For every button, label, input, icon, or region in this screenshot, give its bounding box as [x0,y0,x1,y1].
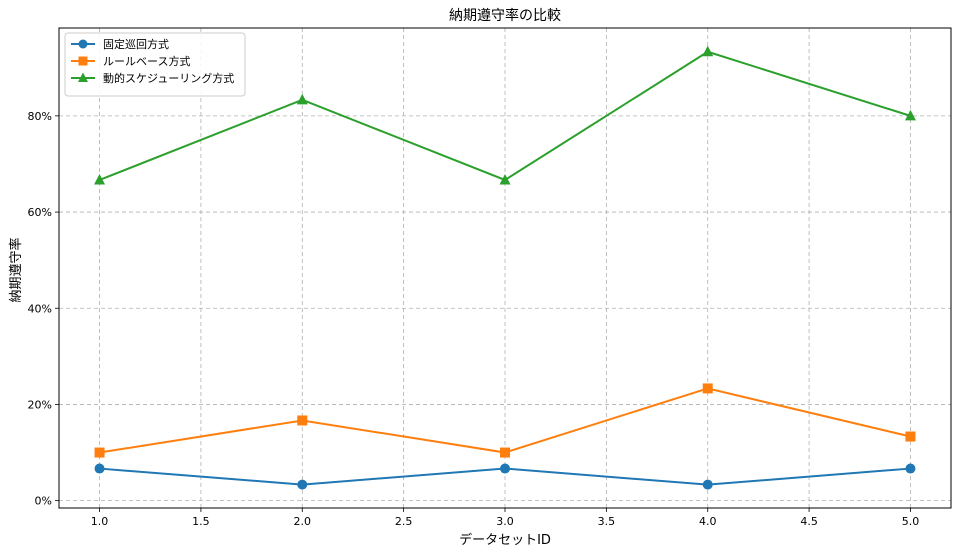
y-axis-label: 納期遵守率 [8,237,24,302]
data-point [702,45,714,57]
x-axis-label: データセットID [459,532,551,548]
data-point [94,463,105,474]
data-point [297,415,308,426]
x-tick-label: 2.5 [395,515,413,528]
data-point [94,447,105,458]
legend-label: ルールベース方式 [103,54,190,68]
data-point [500,447,510,458]
data-point [702,383,713,394]
data-point [499,173,511,185]
y-tick-label: 80% [28,110,52,123]
legend-marker [78,39,88,49]
x-tick-label: 4.5 [800,515,818,528]
x-tick-label: 4.0 [699,515,717,528]
y-tick-label: 0% [35,495,52,508]
legend-box [64,32,246,97]
data-point [500,463,510,474]
data-point [94,173,106,185]
series-2 [94,383,916,458]
y-tick-label: 40% [28,302,52,315]
legend-marker [78,72,88,82]
x-tick-label: 3.0 [496,515,514,528]
grid [59,28,951,508]
x-tick-label: 2.0 [294,515,312,528]
x-tick-label: 1.0 [91,515,109,528]
x-tick-label: 1.5 [192,515,210,528]
legend-item: 固定巡回方式 [71,37,169,51]
y-tick-label: 60% [28,206,52,219]
series-3 [94,45,916,185]
data-point [905,463,916,474]
chart-title: 納期遵守率の比較 [449,7,561,24]
series-1 [94,463,916,490]
data-point [905,431,916,442]
x-tick-label: 5.0 [902,515,920,528]
data-point [296,93,308,105]
data-point [702,479,713,490]
x-tick-label: 3.5 [598,515,616,528]
legend-marker [78,56,88,66]
y-tick-label: 20% [28,398,52,411]
x-axis: 1.0 1.5 2.0 2.5 3.0 3.5 4.0 4.5 5.0 [91,508,919,528]
data-point [297,479,308,490]
legend-item: 動的スケジューリング方式 [71,71,234,85]
legend-label: 固定巡回方式 [103,37,169,51]
legend-item: ルールベース方式 [71,54,190,68]
series-layer [94,45,916,490]
data-point [904,109,916,121]
y-axis: 0% 20% 40% 60% 80% [28,110,59,508]
legend-label: 動的スケジューリング方式 [103,71,234,85]
